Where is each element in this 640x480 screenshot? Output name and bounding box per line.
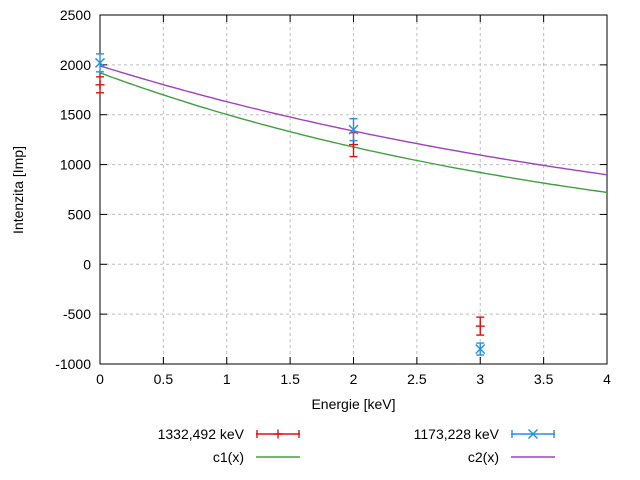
svg-text:0.5: 0.5 [154,371,174,387]
svg-text:4: 4 [603,371,611,387]
svg-text:0: 0 [83,256,91,272]
legend-label-c2: c2(x) [467,449,499,465]
legend-entry-series2: 1173,228 keV [320,426,575,442]
svg-text:3.5: 3.5 [534,371,554,387]
legend-entry-c1: c1(x) [65,449,320,465]
plot-area: 0 0.5 1 1.5 2 2.5 3 3.5 4 -1000 -500 0 500 1000 1500 20… [55,7,611,387]
svg-text:2.5: 2.5 [407,371,427,387]
svg-text:-500: -500 [63,306,91,322]
line-sample-icon [511,456,555,458]
svg-text:1.5: 1.5 [280,371,300,387]
legend-label-series2: 1173,228 keV [413,426,499,442]
svg-text:1000: 1000 [60,157,91,173]
legend-entry-c2: c2(x) [320,449,575,465]
svg-text:-1000: -1000 [55,356,91,372]
svg-text:1500: 1500 [60,107,91,123]
legend: 1332,492 keV 1173,228 keV c1(x) c2(x) [0,426,640,465]
legend-entry-series1: 1332,492 keV [65,426,320,442]
x-axis-label: Energie [keV] [311,396,396,412]
svg-text:2000: 2000 [60,57,91,73]
legend-label-series1: 1332,492 keV [157,426,244,442]
errorbar-sample-icon [256,429,300,439]
errorbar-sample-icon [511,429,555,439]
svg-text:3: 3 [476,371,484,387]
line-sample-icon [256,456,300,458]
svg-text:0: 0 [96,371,104,387]
legend-label-c1: c1(x) [212,449,244,465]
svg-text:500: 500 [68,206,92,222]
svg-text:1: 1 [223,371,231,387]
svg-text:2: 2 [350,371,358,387]
svg-text:2500: 2500 [60,7,91,23]
